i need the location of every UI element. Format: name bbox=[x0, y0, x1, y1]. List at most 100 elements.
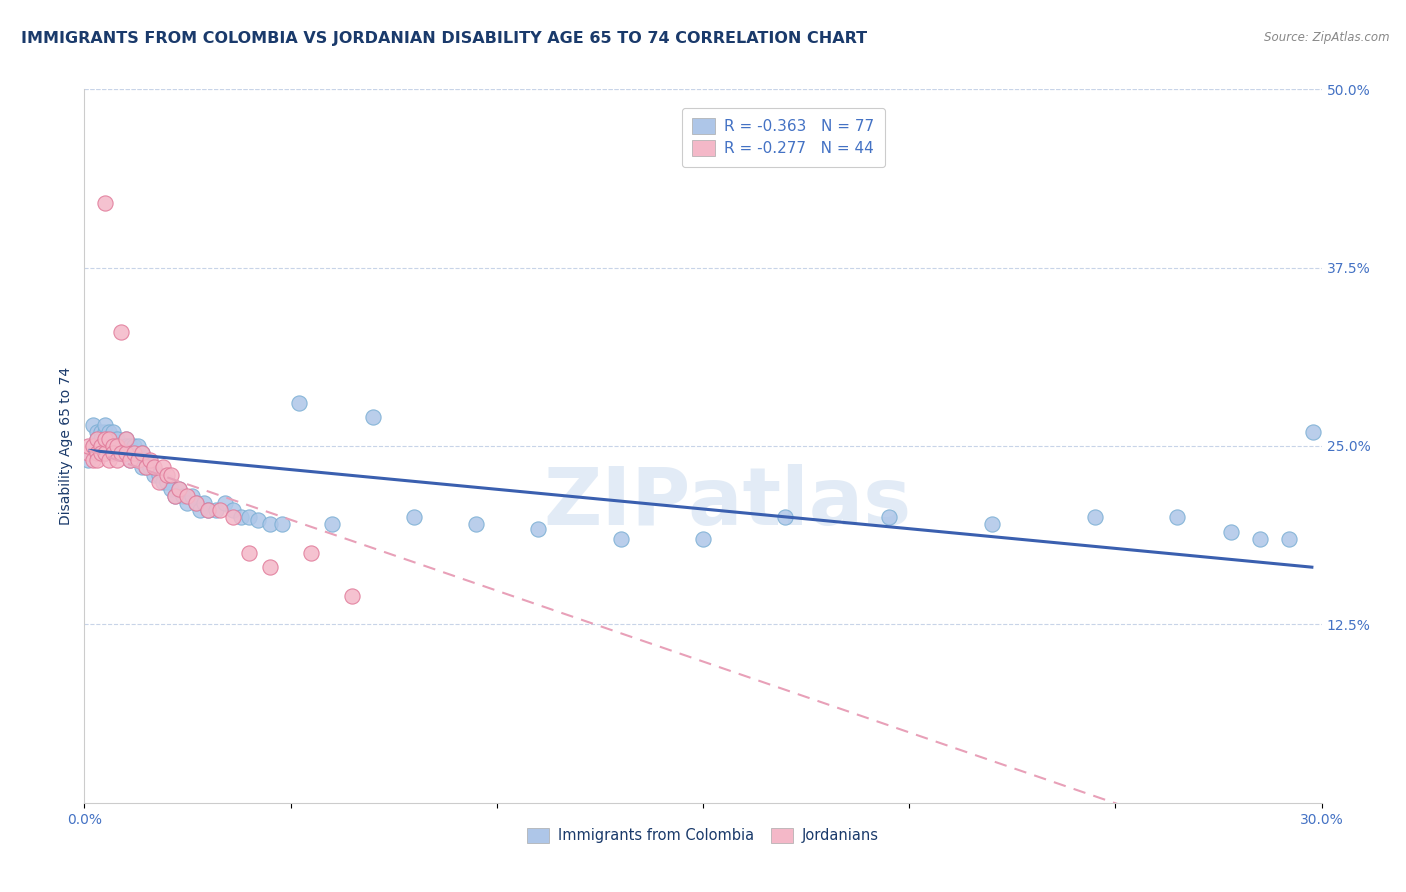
Point bbox=[90, 439, 112, 453]
Point bbox=[105, 446, 128, 460]
Point bbox=[222, 510, 245, 524]
Point bbox=[98, 439, 121, 453]
Point bbox=[103, 439, 125, 453]
Point bbox=[214, 496, 236, 510]
Point bbox=[86, 453, 108, 467]
Point bbox=[342, 589, 364, 603]
Text: ZIPatlas: ZIPatlas bbox=[544, 464, 912, 542]
Point bbox=[180, 489, 202, 503]
Point bbox=[692, 532, 714, 546]
Point bbox=[114, 446, 136, 460]
Point bbox=[103, 446, 125, 460]
Point bbox=[110, 325, 132, 339]
Point bbox=[238, 546, 260, 560]
Point bbox=[139, 460, 162, 475]
Point bbox=[114, 446, 136, 460]
Point bbox=[527, 522, 550, 536]
Point bbox=[82, 439, 104, 453]
Point bbox=[77, 453, 100, 467]
Point bbox=[110, 446, 132, 460]
Point bbox=[127, 453, 149, 467]
Point bbox=[135, 453, 157, 467]
Legend: Immigrants from Colombia, Jordanians: Immigrants from Colombia, Jordanians bbox=[522, 822, 884, 849]
Point bbox=[77, 446, 100, 460]
Point bbox=[98, 432, 121, 446]
Point bbox=[98, 425, 121, 439]
Point bbox=[94, 446, 117, 460]
Point bbox=[148, 467, 170, 482]
Point bbox=[118, 453, 141, 467]
Point bbox=[299, 546, 322, 560]
Point bbox=[127, 453, 149, 467]
Point bbox=[110, 446, 132, 460]
Point bbox=[82, 439, 104, 453]
Point bbox=[184, 496, 207, 510]
Point bbox=[127, 439, 149, 453]
Point bbox=[90, 439, 112, 453]
Point bbox=[122, 439, 145, 453]
Point bbox=[114, 432, 136, 446]
Point bbox=[114, 432, 136, 446]
Point bbox=[139, 453, 162, 467]
Point bbox=[98, 432, 121, 446]
Point bbox=[288, 396, 311, 410]
Point bbox=[118, 453, 141, 467]
Point bbox=[321, 517, 343, 532]
Point bbox=[197, 503, 219, 517]
Point bbox=[105, 439, 128, 453]
Point bbox=[980, 517, 1002, 532]
Point bbox=[156, 467, 179, 482]
Point bbox=[160, 467, 183, 482]
Point bbox=[197, 503, 219, 517]
Point bbox=[259, 560, 281, 574]
Point bbox=[167, 482, 190, 496]
Point bbox=[103, 446, 125, 460]
Point bbox=[94, 432, 117, 446]
Point bbox=[172, 489, 194, 503]
Point bbox=[94, 417, 117, 432]
Point bbox=[775, 510, 797, 524]
Point bbox=[90, 432, 112, 446]
Point bbox=[465, 517, 488, 532]
Point bbox=[118, 439, 141, 453]
Point bbox=[143, 467, 166, 482]
Point bbox=[103, 432, 125, 446]
Point bbox=[160, 482, 183, 496]
Point bbox=[188, 503, 211, 517]
Point bbox=[82, 453, 104, 467]
Point bbox=[131, 446, 153, 460]
Point bbox=[114, 439, 136, 453]
Point bbox=[90, 446, 112, 460]
Point bbox=[246, 513, 269, 527]
Point bbox=[152, 460, 174, 475]
Point bbox=[1219, 524, 1241, 539]
Point bbox=[94, 446, 117, 460]
Point bbox=[193, 496, 215, 510]
Point bbox=[86, 446, 108, 460]
Point bbox=[110, 439, 132, 453]
Point bbox=[1166, 510, 1188, 524]
Point bbox=[1249, 532, 1271, 546]
Point bbox=[94, 196, 117, 211]
Point bbox=[152, 475, 174, 489]
Point bbox=[156, 475, 179, 489]
Point bbox=[131, 460, 153, 475]
Point bbox=[143, 460, 166, 475]
Point bbox=[86, 432, 108, 446]
Point bbox=[131, 446, 153, 460]
Point bbox=[105, 453, 128, 467]
Point bbox=[259, 517, 281, 532]
Point bbox=[184, 496, 207, 510]
Point bbox=[361, 410, 384, 425]
Text: IMMIGRANTS FROM COLOMBIA VS JORDANIAN DISABILITY AGE 65 TO 74 CORRELATION CHART: IMMIGRANTS FROM COLOMBIA VS JORDANIAN DI… bbox=[21, 31, 868, 46]
Point bbox=[1084, 510, 1107, 524]
Point bbox=[103, 425, 125, 439]
Point bbox=[86, 432, 108, 446]
Point bbox=[205, 503, 228, 517]
Point bbox=[98, 453, 121, 467]
Point bbox=[105, 432, 128, 446]
Point bbox=[165, 489, 187, 503]
Point bbox=[176, 496, 198, 510]
Point bbox=[165, 489, 187, 503]
Point bbox=[90, 425, 112, 439]
